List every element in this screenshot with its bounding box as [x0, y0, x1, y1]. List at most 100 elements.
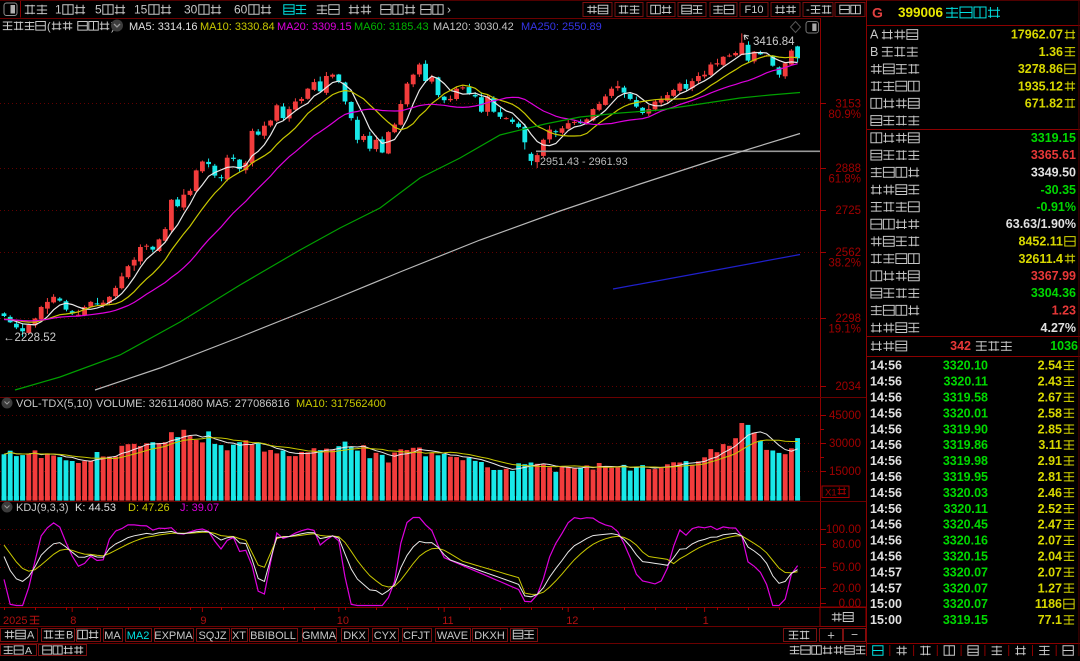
svg-text:CYX: CYX — [374, 630, 397, 642]
svg-text:14:56: 14:56 — [870, 550, 902, 564]
svg-text:1.27: 1.27 — [1038, 581, 1062, 595]
svg-text:3319.15: 3319.15 — [1031, 131, 1076, 145]
svg-text:KDJ(9,3,3): KDJ(9,3,3) — [16, 502, 69, 514]
svg-text:−: − — [851, 628, 858, 642]
svg-text:MA120: 3030.42: MA120: 3030.42 — [433, 21, 514, 33]
svg-text:F10: F10 — [745, 4, 764, 16]
svg-text:A: A — [870, 28, 879, 42]
svg-text:15000: 15000 — [829, 466, 861, 478]
svg-text:14:56: 14:56 — [870, 518, 902, 532]
svg-text:2.07: 2.07 — [1038, 565, 1062, 579]
svg-text:MA250: 2550.89: MA250: 2550.89 — [521, 21, 602, 33]
svg-text:15:00: 15:00 — [870, 613, 902, 627]
svg-text:3320.45: 3320.45 — [943, 518, 988, 532]
svg-text:3416.84: 3416.84 — [753, 36, 795, 48]
svg-text:2298: 2298 — [835, 313, 861, 325]
svg-text:3319.98: 3319.98 — [943, 454, 988, 468]
svg-text:100.00: 100.00 — [826, 524, 861, 536]
svg-text:20.00: 20.00 — [832, 583, 861, 595]
svg-text:50.00: 50.00 — [832, 562, 861, 574]
svg-text:2.91: 2.91 — [1038, 454, 1062, 468]
svg-text:15: 15 — [134, 3, 148, 17]
svg-text:2.47: 2.47 — [1038, 518, 1062, 532]
svg-text:B: B — [870, 45, 878, 59]
svg-text:2725: 2725 — [835, 205, 861, 217]
svg-text:1036: 1036 — [1050, 339, 1078, 353]
svg-text:14:56: 14:56 — [870, 391, 902, 405]
svg-text:14:56: 14:56 — [870, 422, 902, 436]
svg-text:1186: 1186 — [1035, 597, 1062, 611]
svg-text:X1: X1 — [825, 488, 837, 499]
svg-text:14:56: 14:56 — [870, 470, 902, 484]
svg-text:14:56: 14:56 — [870, 438, 902, 452]
svg-text:3320.15: 3320.15 — [943, 550, 988, 564]
svg-text:3320.07: 3320.07 — [943, 581, 988, 595]
svg-text:3320.03: 3320.03 — [943, 486, 988, 500]
svg-text:3319.95: 3319.95 — [943, 470, 988, 484]
svg-text:VOLUME: 326114080: VOLUME: 326114080 — [96, 398, 203, 410]
svg-text:8: 8 — [70, 615, 76, 627]
svg-text:3278.86: 3278.86 — [1018, 62, 1063, 76]
svg-text:GMMA: GMMA — [302, 630, 337, 642]
svg-text:A: A — [27, 630, 35, 642]
svg-text:38.2%: 38.2% — [828, 257, 861, 269]
svg-text:3320.10: 3320.10 — [943, 359, 988, 373]
svg-text:+: + — [827, 628, 835, 643]
svg-text:2888: 2888 — [835, 163, 861, 175]
svg-text:1.36: 1.36 — [1039, 45, 1063, 59]
svg-text:2.52: 2.52 — [1038, 502, 1062, 516]
svg-text:B: B — [66, 630, 73, 642]
svg-text:DKX: DKX — [343, 630, 366, 642]
svg-text:3320.11: 3320.11 — [944, 375, 989, 389]
svg-text:14:56: 14:56 — [870, 454, 902, 468]
svg-text:15:00: 15:00 — [870, 597, 902, 611]
svg-text:A: A — [25, 645, 32, 656]
svg-text:3319.86: 3319.86 — [943, 438, 988, 452]
svg-text:2.04: 2.04 — [1038, 550, 1062, 564]
svg-text:14:56: 14:56 — [870, 359, 902, 373]
svg-text:MA20: 3309.15: MA20: 3309.15 — [277, 21, 352, 33]
svg-text:(: ( — [47, 21, 51, 33]
svg-text:MA10: 317562400: MA10: 317562400 — [296, 398, 386, 410]
svg-text:MA: MA — [104, 630, 121, 642]
svg-text:2034: 2034 — [835, 381, 861, 393]
svg-text:2562: 2562 — [835, 247, 861, 259]
svg-text:XT: XT — [232, 630, 246, 642]
svg-text:-: - — [806, 4, 810, 16]
svg-text:14:57: 14:57 — [870, 565, 902, 579]
svg-text:3320.11: 3320.11 — [944, 502, 989, 516]
svg-text:3349.50: 3349.50 — [1031, 166, 1076, 180]
svg-text:5: 5 — [95, 3, 102, 17]
svg-text:CFJT: CFJT — [403, 630, 430, 642]
svg-text:VOL-TDX(5,10): VOL-TDX(5,10) — [16, 398, 92, 410]
svg-text:1935.12: 1935.12 — [1018, 79, 1063, 93]
svg-text:14:57: 14:57 — [870, 581, 902, 595]
svg-text:9: 9 — [200, 615, 206, 627]
svg-text:17962.07: 17962.07 — [1011, 28, 1063, 42]
svg-text:14:56: 14:56 — [870, 375, 902, 389]
svg-text:3319.15: 3319.15 — [943, 613, 988, 627]
svg-text:G: G — [872, 5, 883, 21]
svg-text:32611.4: 32611.4 — [1019, 252, 1064, 266]
svg-text:BBIBOLL: BBIBOLL — [250, 630, 296, 642]
svg-text:2.81: 2.81 — [1038, 470, 1062, 484]
svg-text:3367.99: 3367.99 — [1031, 269, 1076, 283]
svg-text:2951.43 - 2961.93: 2951.43 - 2961.93 — [540, 156, 628, 168]
svg-text:399006: 399006 — [898, 5, 944, 20]
svg-text:-0.91%: -0.91% — [1036, 200, 1076, 214]
svg-text:DKXH: DKXH — [474, 630, 505, 642]
svg-text:3319.90: 3319.90 — [943, 422, 988, 436]
svg-text:MA5: 277086816: MA5: 277086816 — [206, 398, 290, 410]
svg-text:D: 47.26: D: 47.26 — [128, 502, 170, 514]
svg-text:3320.07: 3320.07 — [943, 565, 988, 579]
svg-text:WAVE: WAVE — [437, 630, 468, 642]
svg-text:45000: 45000 — [829, 410, 861, 422]
svg-text:60: 60 — [234, 3, 248, 17]
svg-text:2.85: 2.85 — [1038, 422, 1062, 436]
svg-text:EXPMA: EXPMA — [154, 630, 193, 642]
svg-text:2.58: 2.58 — [1038, 406, 1062, 420]
svg-text:80.00: 80.00 — [832, 539, 861, 551]
svg-text:63.63/1.90%: 63.63/1.90% — [1006, 217, 1076, 231]
svg-text:80.9%: 80.9% — [828, 109, 861, 121]
svg-text:MA60: 3185.43: MA60: 3185.43 — [354, 21, 429, 33]
